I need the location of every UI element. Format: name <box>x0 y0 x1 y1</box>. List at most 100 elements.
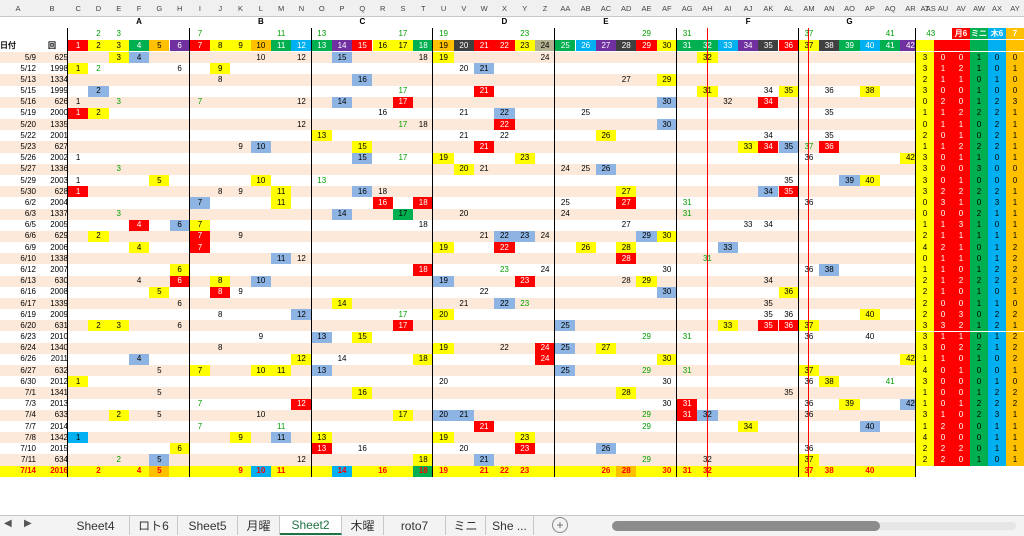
number-cell[interactable]: 6 <box>177 298 182 308</box>
stat-cell[interactable]: 0 <box>934 130 952 142</box>
number-cell[interactable]: 25 <box>555 365 576 377</box>
stat-cell[interactable]: 0 <box>916 208 934 220</box>
stat-cell[interactable]: 0 <box>970 376 988 388</box>
number-cell[interactable]: 22 <box>494 297 515 310</box>
number-cell[interactable]: 8 <box>218 343 223 353</box>
number-cell[interactable]: 18 <box>418 52 428 62</box>
stat-cell[interactable]: 2 <box>916 130 934 142</box>
number-header[interactable]: 40 <box>859 40 880 51</box>
number-cell[interactable]: 28 <box>616 387 637 399</box>
stat-cell[interactable]: 0 <box>934 432 952 444</box>
column-header-at[interactable]: AT <box>920 4 930 14</box>
number-cell[interactable]: 21 <box>459 130 469 140</box>
draw-cell[interactable]: 2005 <box>50 220 68 230</box>
stat-cell[interactable]: 1 <box>1006 208 1024 220</box>
stat-cell[interactable]: 0 <box>952 387 970 399</box>
summary-number[interactable]: 11 <box>271 465 292 477</box>
number-cell[interactable]: 39 <box>839 174 860 187</box>
number-cell[interactable]: 15 <box>352 141 373 153</box>
stat-cell[interactable]: 2 <box>934 96 952 108</box>
stat-cell[interactable]: 0 <box>934 85 952 97</box>
stat-cell[interactable]: 0 <box>988 454 1006 466</box>
number-header[interactable]: 38 <box>819 40 840 51</box>
column-header-ag[interactable]: AG <box>681 4 693 14</box>
stat-cell[interactable]: 1 <box>934 119 952 131</box>
stat-cell[interactable]: 2 <box>970 275 988 287</box>
number-cell[interactable]: 19 <box>433 52 454 64</box>
number-cell[interactable]: 26 <box>595 443 617 455</box>
stat-cell[interactable]: 2 <box>1006 242 1024 254</box>
number-header[interactable]: 37 <box>798 40 820 51</box>
stat-cell[interactable]: 2 <box>970 409 988 421</box>
column-header-aa[interactable]: AA <box>560 4 571 14</box>
column-header-ah[interactable]: AH <box>702 4 713 14</box>
stat-cell[interactable]: 0 <box>952 454 970 466</box>
number-cell[interactable]: 5 <box>157 365 162 375</box>
number-cell[interactable]: 23 <box>514 275 535 287</box>
number-cell[interactable]: 42 <box>900 398 921 410</box>
date-cell[interactable]: 5/19 <box>20 108 36 118</box>
stat-cell[interactable]: 2 <box>988 275 1006 287</box>
number-cell[interactable]: 36 <box>819 141 840 153</box>
number-cell[interactable]: 23 <box>499 264 509 274</box>
column-header-b[interactable]: B <box>49 4 55 14</box>
column-header-k[interactable]: K <box>238 4 244 14</box>
stat-cell[interactable]: 1 <box>988 74 1006 86</box>
stat-cell[interactable]: 0 <box>934 398 952 410</box>
stat-cell[interactable]: 1 <box>952 174 970 187</box>
stat-cell[interactable]: 3 <box>916 52 934 64</box>
stat-cell[interactable]: 4 <box>916 365 934 377</box>
number-cell[interactable]: 28 <box>616 242 637 254</box>
number-cell[interactable]: 23 <box>514 432 535 444</box>
number-cell[interactable]: 2 <box>116 455 121 465</box>
number-cell[interactable]: 24 <box>534 353 556 366</box>
draw-cell[interactable]: 2012 <box>50 376 68 386</box>
number-cell[interactable]: 39 <box>839 398 860 410</box>
number-cell[interactable]: 36 <box>804 332 814 342</box>
number-cell[interactable]: 23 <box>514 152 535 164</box>
stat-cell[interactable]: 0 <box>952 286 970 298</box>
column-header-ax[interactable]: AX <box>991 4 1002 14</box>
stat-cell[interactable]: 1 <box>916 219 934 231</box>
stat-cell[interactable]: 2 <box>952 342 970 354</box>
number-header[interactable]: 31 <box>677 40 698 51</box>
number-cell[interactable]: 35 <box>824 130 834 140</box>
number-cell[interactable]: 34 <box>763 86 773 96</box>
column-header-h[interactable]: H <box>176 4 183 14</box>
number-header[interactable]: 23 <box>514 40 535 51</box>
number-cell[interactable]: 1 <box>75 153 81 163</box>
number-header[interactable]: 5 <box>149 40 170 51</box>
stat-cell[interactable]: 0 <box>970 253 988 265</box>
number-cell[interactable]: 36 <box>784 309 794 319</box>
stat-cell[interactable]: 2 <box>988 387 1006 399</box>
number-header[interactable]: 20 <box>453 40 474 51</box>
number-cell[interactable]: 20 <box>433 409 454 421</box>
draw-cell[interactable]: 2002 <box>50 153 68 163</box>
stat-cell[interactable]: 2 <box>970 186 988 198</box>
date-cell[interactable]: 6/3 <box>24 209 36 219</box>
number-cell[interactable]: 21 <box>459 108 469 118</box>
date-cell[interactable]: 5/26 <box>20 153 36 163</box>
right-header-label[interactable]: 木6 <box>988 28 1006 39</box>
sheet-tab[interactable]: roto7 <box>384 516 446 535</box>
draw-cell[interactable]: 1342 <box>50 432 68 442</box>
stat-cell[interactable]: 1 <box>934 74 952 86</box>
number-cell[interactable]: 5 <box>157 387 162 397</box>
stat-cell[interactable]: 0 <box>934 163 952 175</box>
number-cell[interactable]: 7 <box>197 399 203 409</box>
stat-cell[interactable]: 1 <box>1006 365 1024 377</box>
number-header[interactable]: 15 <box>352 40 373 51</box>
sheet-tab[interactable]: ミニ <box>446 516 486 535</box>
number-cell[interactable]: 36 <box>804 410 814 420</box>
number-cell[interactable]: 12 <box>296 455 306 465</box>
stat-cell[interactable]: 2 <box>970 398 988 410</box>
number-cell[interactable]: 29 <box>642 455 651 465</box>
number-cell[interactable]: 9 <box>238 186 243 196</box>
number-cell[interactable]: 17 <box>392 96 414 108</box>
column-header-ae[interactable]: AE <box>641 4 652 14</box>
number-cell[interactable]: 22 <box>494 107 515 120</box>
stat-cell[interactable]: 0 <box>952 420 970 433</box>
stat-cell[interactable]: 0 <box>952 376 970 388</box>
number-cell[interactable]: 20 <box>439 376 448 386</box>
number-cell[interactable]: 29 <box>656 74 677 86</box>
